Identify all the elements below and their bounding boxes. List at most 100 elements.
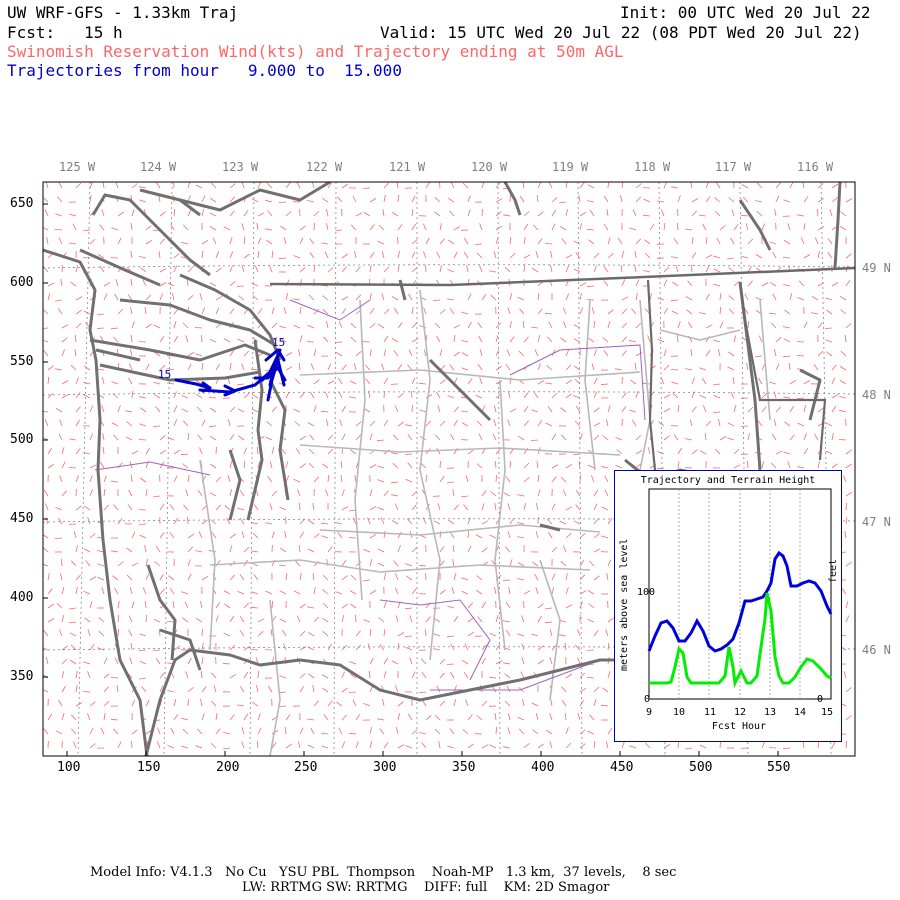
- wind-barb: [145, 225, 152, 231]
- wind-barb: [425, 182, 431, 189]
- wind-barb: [335, 591, 343, 595]
- wind-barb: [587, 619, 595, 623]
- wind-barb: [61, 337, 68, 343]
- wind-barb: [369, 224, 375, 231]
- wind-barb: [116, 685, 119, 693]
- wind-barb: [313, 264, 316, 273]
- wind-barb: [603, 195, 609, 203]
- wind-barb: [350, 322, 357, 329]
- wind-barb: [467, 714, 473, 721]
- wind-barb: [747, 460, 749, 469]
- wind-barb: [523, 336, 529, 343]
- wind-barb: [845, 601, 849, 609]
- wind-barb: [405, 424, 413, 427]
- wind-barb: [645, 742, 651, 749]
- wind-barb: [521, 657, 525, 665]
- wind-barb: [209, 435, 217, 441]
- wind-barb: [593, 265, 597, 273]
- wind-barb: [845, 253, 852, 259]
- wind-barb: [803, 254, 811, 259]
- wind-barb: [841, 588, 847, 595]
- wind-barb: [802, 741, 805, 749]
- wind-barb: [490, 294, 497, 301]
- wind-barb: [312, 573, 315, 581]
- wind-barb: [467, 530, 469, 539]
- wind-barb: [586, 677, 595, 679]
- wind-barb: [383, 335, 389, 343]
- wind-barb: [341, 266, 347, 273]
- wind-barb: [691, 237, 694, 245]
- wind-barb: [322, 295, 329, 301]
- wind-barb: [604, 475, 609, 483]
- model-info-line1: Model Info: V4.1.3 No Cu YSU PBL Thompso…: [90, 865, 677, 880]
- wind-barb: [467, 321, 472, 329]
- wind-barb: [139, 186, 147, 189]
- wind-barb: [728, 267, 735, 273]
- wind-barb: [352, 195, 357, 203]
- wind-barb: [182, 617, 189, 623]
- wind-barb: [285, 182, 291, 189]
- wind-barb: [481, 293, 487, 301]
- wind-barb: [663, 266, 670, 273]
- wind-barb: [545, 607, 553, 610]
- wind-barb: [481, 644, 488, 651]
- wind-barb: [89, 433, 94, 441]
- wind-barb: [293, 325, 301, 329]
- wind-barb: [159, 628, 161, 637]
- wind-barb: [296, 182, 301, 189]
- wind-barb: [607, 253, 614, 259]
- wind-barb: [369, 349, 372, 357]
- wind-barb: [75, 309, 83, 315]
- wind-barb: [467, 631, 475, 637]
- wind-barb: [839, 225, 847, 231]
- wind-barb: [199, 293, 203, 301]
- wind-barb: [517, 717, 525, 721]
- wind-barb: [783, 451, 791, 455]
- wind-barb: [439, 560, 445, 567]
- wind-barb: [89, 464, 97, 469]
- wind-barb: [507, 727, 511, 735]
- wind-barb: [509, 517, 515, 525]
- wind-barb: [145, 447, 151, 455]
- wind-barb: [125, 410, 133, 413]
- wind-barb: [690, 349, 693, 357]
- wind-barb: [845, 279, 851, 287]
- wind-barb: [299, 435, 307, 441]
- wind-barb: [817, 208, 819, 217]
- wind-barb: [418, 382, 427, 385]
- wind-barb: [565, 293, 570, 301]
- wind-barb: [117, 462, 123, 469]
- wind-barb: [593, 548, 601, 553]
- lat-label-47n: 47 N: [862, 515, 891, 529]
- wind-barb: [99, 265, 105, 273]
- wind-barb: [43, 688, 49, 693]
- wind-barb: [381, 251, 385, 259]
- wind-barb: [256, 685, 259, 693]
- wind-barb: [467, 743, 474, 749]
- wind-barb: [310, 363, 315, 371]
- wind-barb: [607, 237, 611, 245]
- wind-barb: [481, 744, 489, 749]
- wind-barb: [215, 307, 220, 315]
- wind-barb: [436, 251, 441, 259]
- wind-barb: [70, 281, 77, 287]
- wind-barb: [699, 312, 707, 315]
- wind-barb: [141, 686, 147, 693]
- wind-barb: [354, 251, 357, 259]
- wind-barb: [377, 718, 385, 721]
- wind-barb: [817, 350, 824, 357]
- wind-barb: [551, 433, 557, 441]
- wind-barb: [43, 630, 49, 637]
- wind-barb: [826, 351, 833, 357]
- wind-barb: [139, 534, 147, 539]
- wind-barb: [350, 574, 357, 581]
- wind-barb: [157, 727, 161, 735]
- wind-barb: [363, 579, 371, 582]
- wind-barb: [593, 489, 599, 497]
- wind-barb: [229, 196, 235, 203]
- wind-barb: [228, 419, 231, 427]
- wind-barb: [788, 362, 791, 371]
- wind-barb: [600, 383, 609, 386]
- wind-barb: [425, 715, 432, 721]
- wind-barb: [55, 213, 63, 217]
